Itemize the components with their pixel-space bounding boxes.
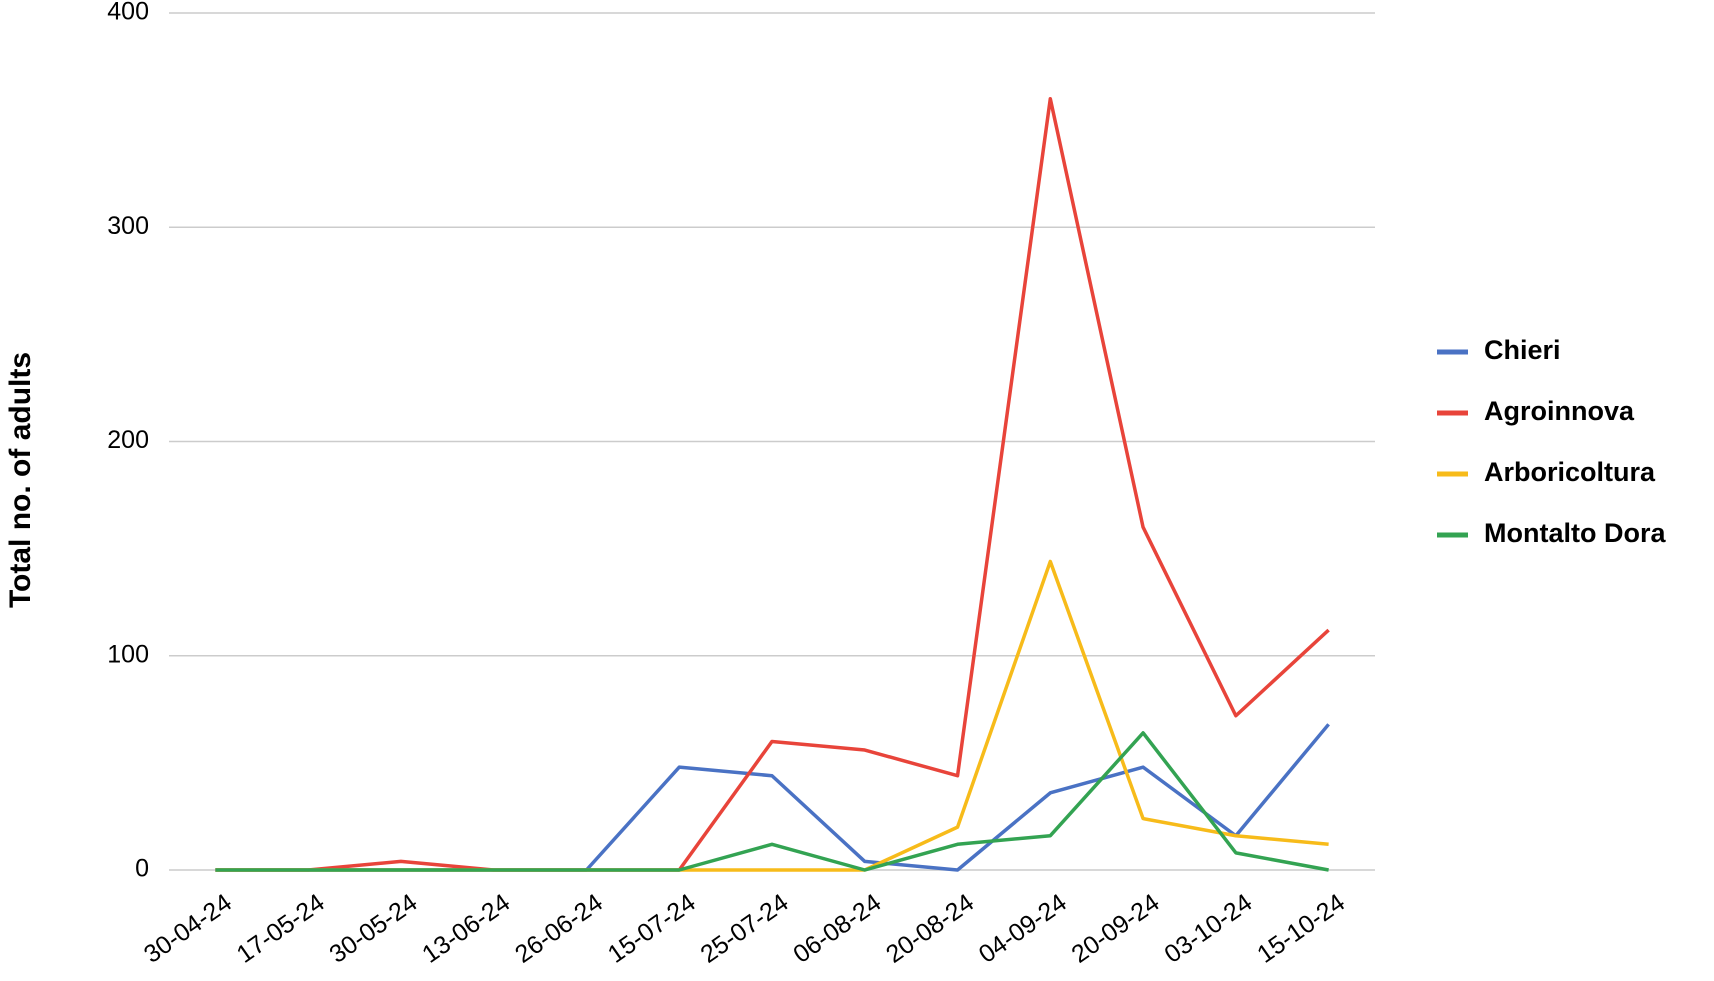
x-tick-label: 25-07-24 [695, 888, 793, 968]
x-tick-label: 17-05-24 [232, 888, 330, 968]
legend-label: Agroinnova [1484, 396, 1635, 426]
x-tick-label: 13-06-24 [417, 888, 515, 968]
y-axis-title: Total no. of adults [4, 352, 37, 608]
y-tick-label: 400 [107, 0, 149, 26]
y-tick-label: 300 [107, 212, 149, 240]
x-tick-label: 04-09-24 [974, 888, 1072, 968]
y-tick-label: 100 [107, 640, 149, 668]
legend-label: Chieri [1484, 335, 1561, 365]
y-tick-label: 0 [135, 855, 149, 883]
x-tick-label: 20-09-24 [1067, 888, 1165, 968]
x-tick-label: 15-07-24 [603, 888, 701, 968]
y-tick-label: 200 [107, 426, 149, 454]
series-line [215, 559, 1329, 872]
x-tick-label: 30-04-24 [139, 888, 237, 968]
x-tick-label: 26-06-24 [510, 888, 608, 968]
series-line [215, 96, 1330, 872]
x-tick-label: 30-05-24 [324, 888, 422, 968]
legend-label: Arboricoltura [1484, 457, 1656, 487]
x-tick-label: 15-10-24 [1252, 888, 1350, 968]
x-tick-label: 03-10-24 [1159, 888, 1257, 968]
x-tick-label: 20-08-24 [881, 888, 979, 968]
series-line [215, 723, 1330, 872]
series-line [215, 731, 1329, 872]
x-tick-label: 06-08-24 [788, 888, 886, 968]
legend-label: Montalto Dora [1484, 518, 1666, 548]
